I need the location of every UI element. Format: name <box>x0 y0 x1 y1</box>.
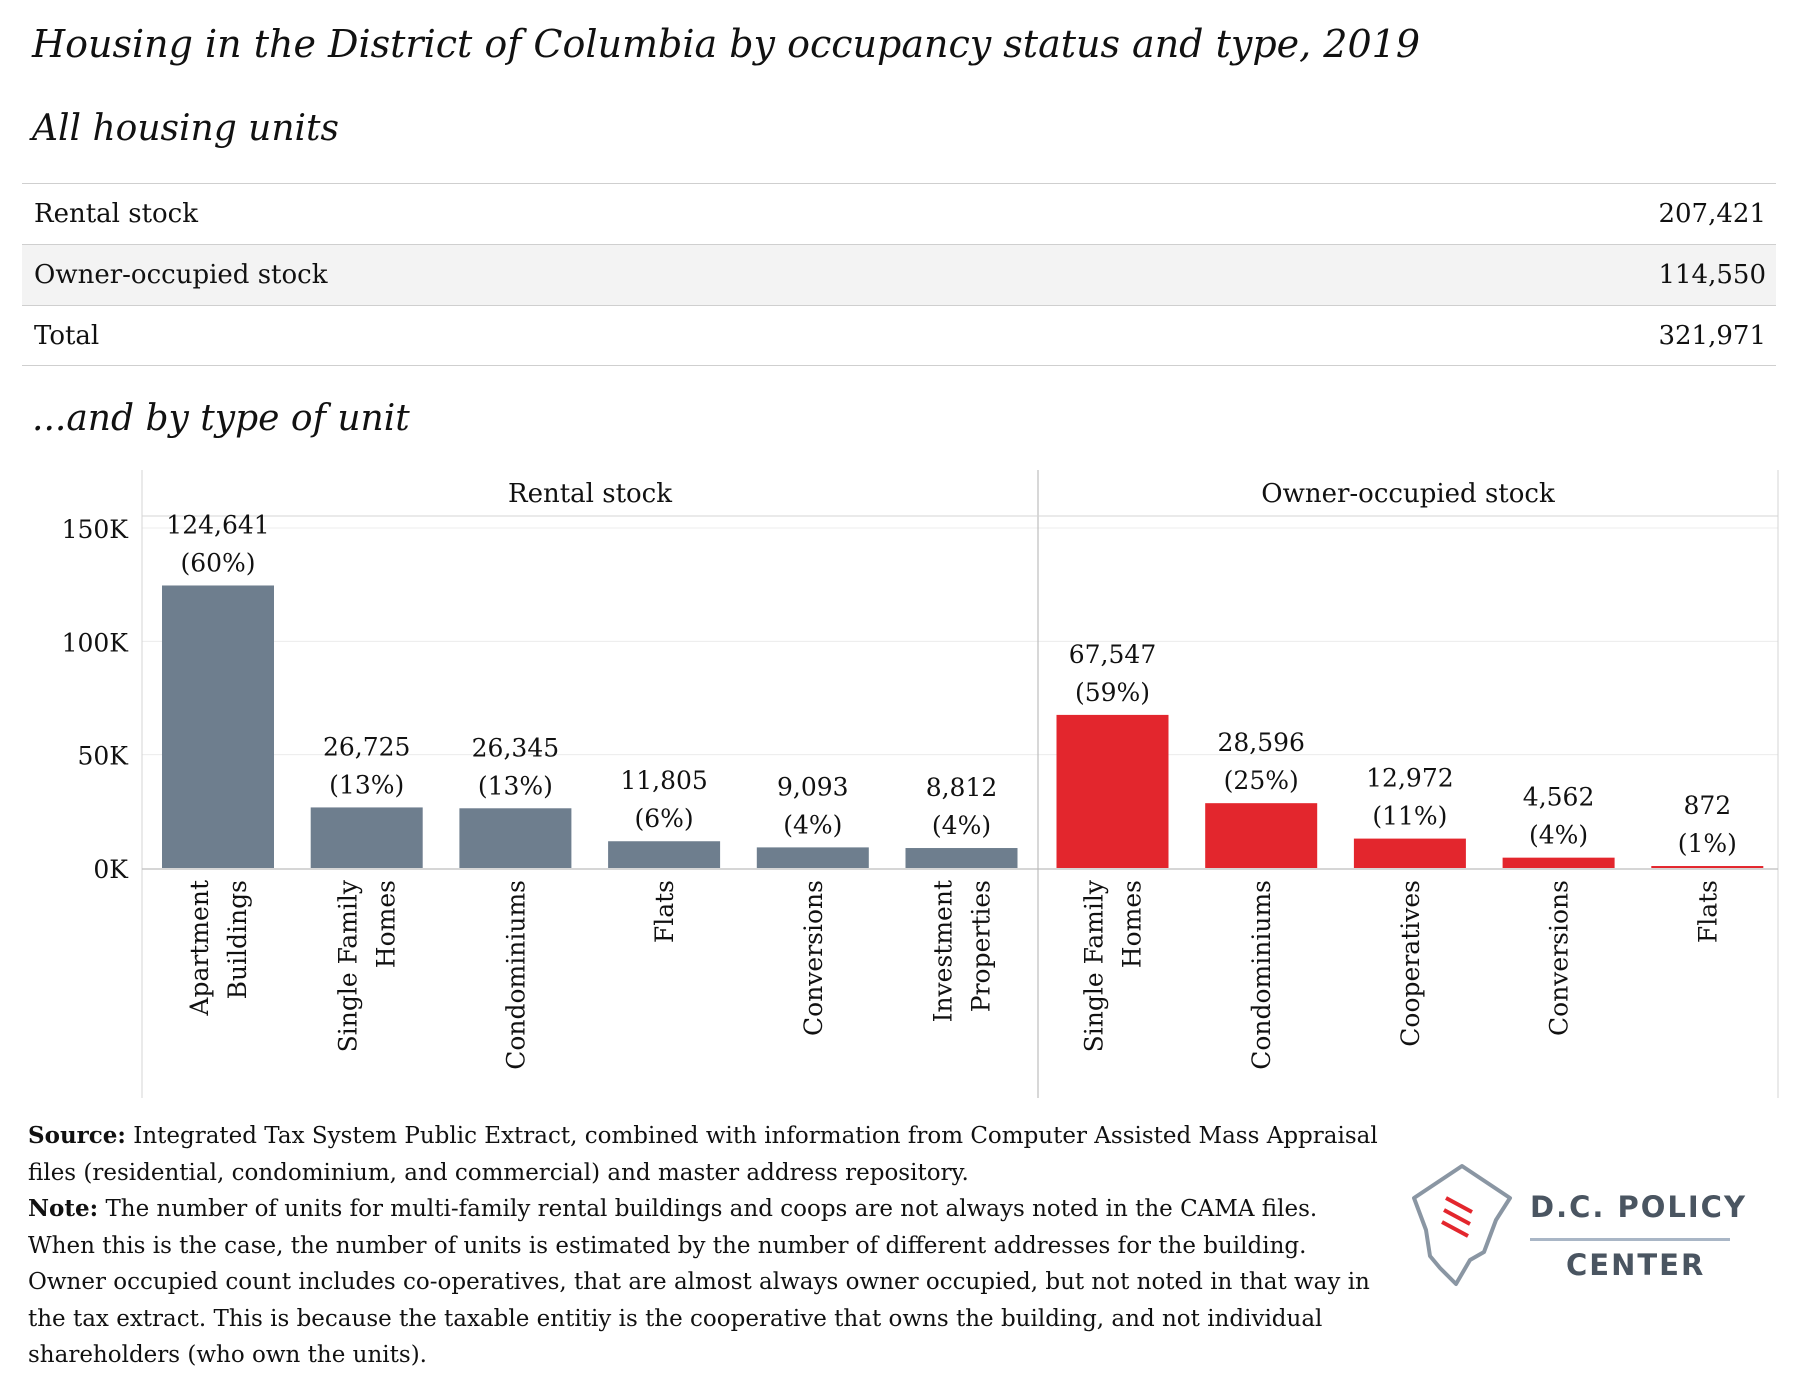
bar-value-label: 124,641 <box>166 510 269 539</box>
panel-header: Rental stock <box>508 479 672 509</box>
bar-value-label: 28,596 <box>1217 728 1304 757</box>
logo-line2: CENTER <box>1566 1248 1706 1282</box>
y-tick-label: 0K <box>93 855 129 884</box>
summary-row-rental: Rental stock 207,421 <box>22 183 1776 244</box>
chart-heading: ...and by type of unit <box>32 398 410 439</box>
bar-percent-label: (1%) <box>1678 829 1737 858</box>
bar-percent-label: (6%) <box>635 804 694 833</box>
bar <box>608 841 721 868</box>
category-label: Cooperatives <box>1396 880 1425 1047</box>
y-tick-label: 150K <box>62 515 130 544</box>
summary-row-value: 207,421 <box>1658 199 1766 229</box>
footnote: Source: Integrated Tax System Public Ext… <box>28 1118 1388 1374</box>
category-label: Conversions <box>1545 880 1574 1036</box>
bar-percent-label: (4%) <box>932 811 991 840</box>
category-label: Condominiums <box>1247 880 1276 1070</box>
dc-map-icon <box>1412 1164 1512 1286</box>
bar-value-label: 26,345 <box>472 733 559 762</box>
bar-value-label: 8,812 <box>926 773 998 802</box>
page-title: Housing in the District of Columbia by o… <box>32 22 1421 66</box>
summary-row-owner: Owner-occupied stock 114,550 <box>22 244 1776 305</box>
category-label: Flats <box>1693 880 1722 943</box>
logo-divider <box>1530 1238 1730 1241</box>
category-label: Buildings <box>223 880 252 999</box>
source-text: Integrated Tax System Public Extract, co… <box>28 1123 1378 1186</box>
category-label: Investment <box>929 880 958 1022</box>
summary-row-label: Total <box>34 320 100 351</box>
bar-value-label: 67,547 <box>1069 640 1156 669</box>
y-tick-label: 50K <box>78 742 130 771</box>
bar <box>905 848 1018 868</box>
summary-row-value: 321,971 <box>1658 320 1766 351</box>
bar-value-label: 4,562 <box>1523 783 1595 812</box>
bar-value-label: 872 <box>1683 791 1731 820</box>
category-label: Single Family <box>334 879 363 1052</box>
bar <box>756 847 869 868</box>
logo-line1: D.C. POLICY <box>1530 1190 1747 1224</box>
bar <box>459 808 572 868</box>
summary-heading: All housing units <box>32 108 340 149</box>
category-label: Conversions <box>799 880 828 1036</box>
summary-row-total: Total 321,971 <box>22 305 1776 366</box>
bar-value-label: 11,805 <box>620 766 707 795</box>
category-label: Single Family <box>1080 879 1109 1052</box>
bar <box>1056 714 1169 868</box>
bar-percent-label: (4%) <box>783 810 842 839</box>
category-label: Properties <box>967 880 996 1012</box>
bar <box>162 585 274 868</box>
bar-percent-label: (59%) <box>1075 678 1150 707</box>
bar-percent-label: (60%) <box>180 548 255 577</box>
bar-chart: 0K 50K 100K 150K Rental stock 124,641 (60%) Apa… <box>62 470 1779 1098</box>
bar <box>1502 857 1615 868</box>
bar-value-label: 12,972 <box>1366 764 1453 793</box>
category-label: Apartment <box>185 880 214 1017</box>
source-label: Source: <box>28 1122 126 1149</box>
bar <box>310 807 423 868</box>
category-label: Homes <box>1118 880 1147 968</box>
bar-percent-label: (11%) <box>1372 802 1447 831</box>
dc-policy-center-logo: D.C. POLICY CENTER <box>1400 1160 1760 1300</box>
bar <box>1353 838 1466 868</box>
note-text: The number of units for multi-family ren… <box>28 1196 1370 1368</box>
summary-row-value: 114,550 <box>1658 260 1766 290</box>
summary-table: Rental stock 207,421 Owner-occupied stoc… <box>22 183 1776 366</box>
bar-percent-label: (13%) <box>478 771 553 800</box>
bar-value-label: 26,725 <box>323 732 410 761</box>
category-label: Homes <box>372 880 401 968</box>
bar-percent-label: (25%) <box>1224 766 1299 795</box>
panel-header: Owner-occupied stock <box>1261 479 1555 509</box>
note-label: Note: <box>28 1195 99 1222</box>
bar-value-label: 9,093 <box>777 772 849 801</box>
bar-percent-label: (4%) <box>1529 821 1588 850</box>
bar-percent-label: (13%) <box>329 770 404 799</box>
bar <box>1651 866 1764 868</box>
bar <box>1205 803 1318 868</box>
category-label: Condominiums <box>501 880 530 1070</box>
y-tick-label: 100K <box>62 628 130 657</box>
category-label: Flats <box>650 880 679 943</box>
summary-row-label: Rental stock <box>34 199 198 229</box>
summary-row-label: Owner-occupied stock <box>34 260 328 290</box>
